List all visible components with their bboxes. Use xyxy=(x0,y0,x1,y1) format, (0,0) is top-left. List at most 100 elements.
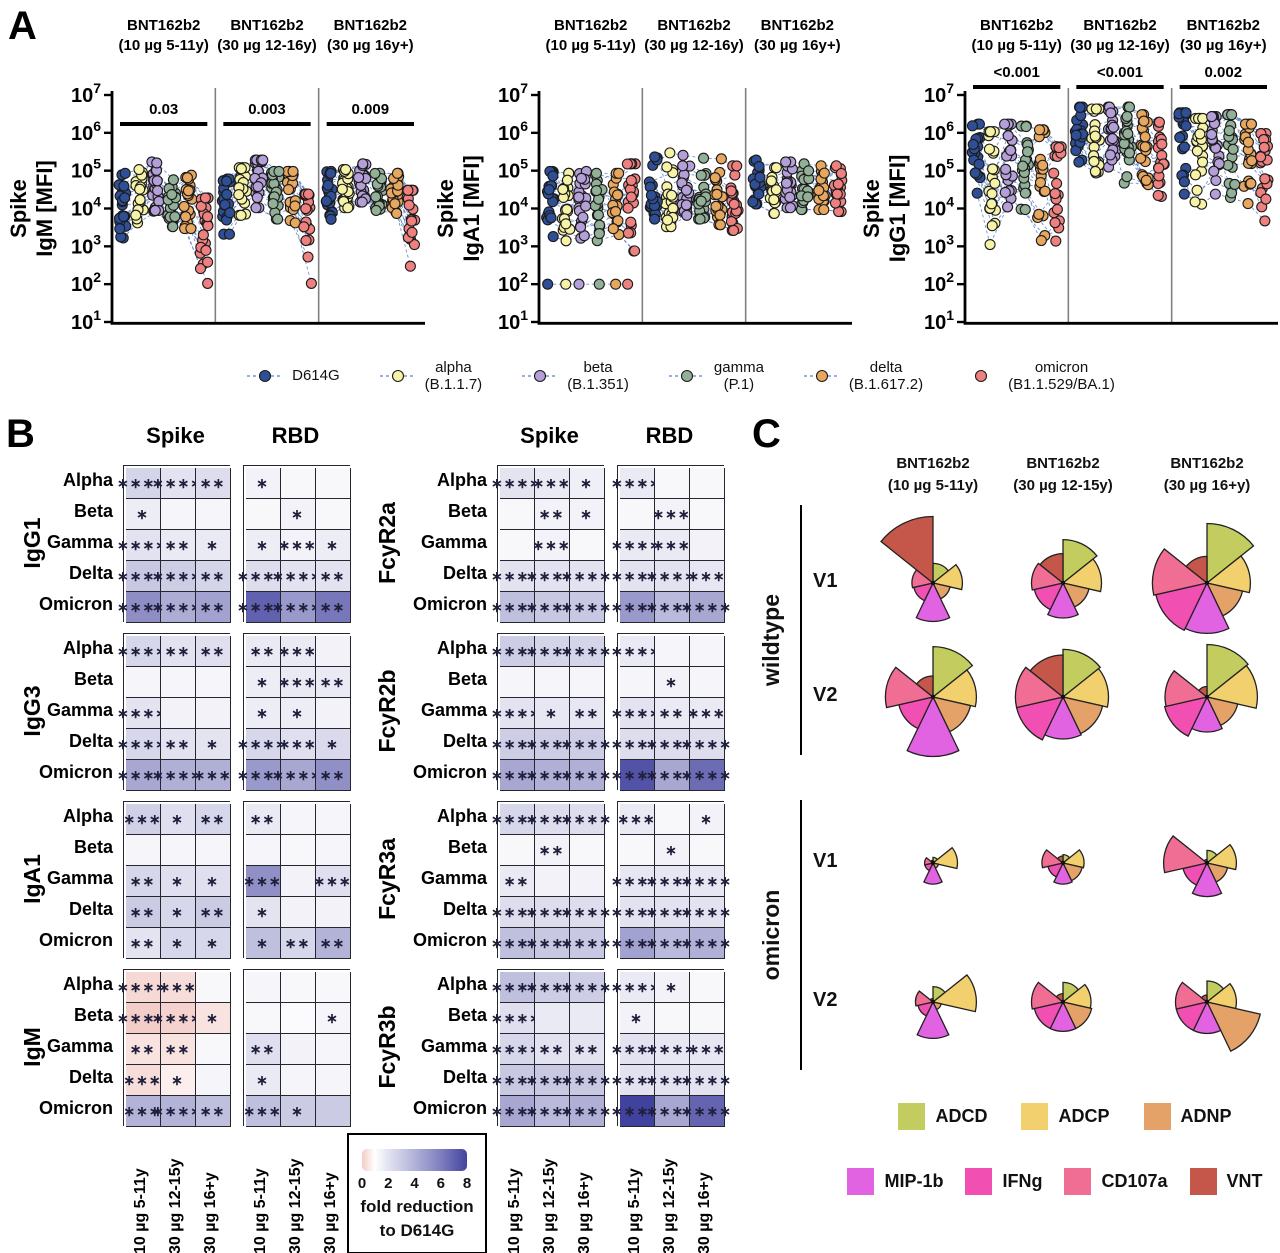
panel-c-label: C xyxy=(752,412,781,456)
heatmap-grid: ∗∗∗∗ ∗∗∗ ∗∗∗∗ ∗∗∗∗ ∗ ∗∗ ∗∗ ∗∗∗ ∗ ∗∗∗ ∗∗∗∗ ∗∗ xyxy=(117,969,231,1127)
data-point xyxy=(621,158,633,170)
heatmap-cell: ∗∗∗∗ xyxy=(681,591,731,623)
flower-wedge-CD107a xyxy=(1162,835,1209,874)
heatmap-cell: ∗∗∗∗ xyxy=(611,759,661,791)
data-point xyxy=(680,209,692,221)
heatmap-cell: ∗∗ xyxy=(654,697,690,729)
heatmap-grid: ∗∗∗∗ ∗∗∗∗ ∗∗∗∗ ∗∗ ∗∗ ∗∗∗∗ ∗∗∗∗ ∗∗∗∗ ∗∗∗∗ ∗∗∗∗ ∗∗∗∗ xyxy=(491,801,611,959)
heatmap-cell: ∗ xyxy=(280,498,316,530)
colorbar-tick: 6 xyxy=(436,1175,445,1192)
legend-item-delta: delta (B.1.617.2) xyxy=(802,359,923,394)
heatmap-cell: ∗∗∗∗ xyxy=(646,591,696,623)
significance-stars: ∗∗∗ xyxy=(278,642,317,659)
data-point xyxy=(166,188,178,201)
heatmap-cell: ∗∗∗∗ xyxy=(491,728,541,760)
heatmap-cell xyxy=(534,865,570,897)
data-point xyxy=(680,184,692,196)
heatmap-cell: ∗ xyxy=(245,467,281,499)
data-point xyxy=(725,185,737,197)
heatmap-cell: ∗∗∗∗ xyxy=(117,759,167,791)
data-point xyxy=(1196,156,1209,168)
data-point xyxy=(780,177,792,189)
p-value: 0.002 xyxy=(1205,64,1243,81)
heatmap-cell: ∗∗∗∗ xyxy=(117,971,167,1003)
visit-row-label: V1 xyxy=(813,850,838,872)
significance-stars: ∗∗∗∗ xyxy=(117,567,168,584)
legend-label: omicron (B1.1.529/BA.1) xyxy=(1008,358,1115,393)
y-tick: 102 xyxy=(497,269,527,296)
significance-stars: ∗∗∗∗ xyxy=(646,1071,697,1088)
heatmap-cell xyxy=(499,834,535,866)
heatmap-cell xyxy=(195,971,231,1003)
feature-legend-item: MIP-1b xyxy=(847,1168,943,1195)
column-header: Spike xyxy=(146,423,205,448)
data-point xyxy=(1153,162,1165,174)
heatmap-cell xyxy=(160,834,196,866)
data-point xyxy=(1033,124,1046,136)
heatmap-cell xyxy=(315,896,351,928)
heatmap-cell xyxy=(280,1064,316,1096)
data-point xyxy=(169,211,181,223)
heatmap-cell: ∗∗∗∗ xyxy=(237,591,287,623)
significance-stars: ∗∗∗∗ xyxy=(491,1071,542,1088)
heatmap-cell: ∗∗∗ xyxy=(313,865,351,897)
heatmap-cell: ∗∗∗∗ xyxy=(681,728,731,760)
flower-wedge-CD107a xyxy=(1151,548,1209,596)
data-point xyxy=(625,174,637,187)
data-point xyxy=(1033,208,1045,220)
significance-stars: ∗∗∗∗ xyxy=(526,642,577,659)
heatmap-cell: ∗∗∗∗ xyxy=(491,697,541,729)
flower-plot xyxy=(1163,643,1259,737)
significance-stars: ∗ xyxy=(256,934,269,951)
heatmap-cell: ∗ xyxy=(195,1002,231,1034)
significance-stars: ∗ xyxy=(291,704,304,721)
data-point xyxy=(370,204,382,217)
heatmap-cell: ∗∗ xyxy=(534,1033,570,1065)
dose-group-label: 30 µg 16+y xyxy=(695,1172,713,1253)
legend-label: gamma (P.1) xyxy=(713,358,764,393)
significance-stars: ∗∗∗∗ xyxy=(681,872,732,889)
significance-stars: ∗∗∗∗ xyxy=(117,704,168,721)
heatmap-cell: ∗∗∗∗ xyxy=(152,759,202,791)
heatmap-cell: ∗∗∗∗ xyxy=(117,467,167,499)
heatmap-cell: ∗∗ xyxy=(125,1033,161,1065)
significance-stars: ∗∗ xyxy=(249,810,276,827)
data-point xyxy=(201,211,214,223)
group-divider xyxy=(800,800,802,1070)
significance-stars: ∗∗∗∗ xyxy=(611,978,662,995)
y-tick: 106 xyxy=(497,118,527,145)
heatmap-cell: ∗∗∗∗ xyxy=(526,927,576,959)
dose-group-label: 30 µg 12-15y xyxy=(540,1158,558,1253)
data-point xyxy=(167,221,179,233)
data-point xyxy=(590,167,602,179)
significance-stars: ∗∗∗ xyxy=(617,810,656,827)
significance-stars: ∗ xyxy=(665,841,678,858)
feature-legend-label: VNT xyxy=(1226,1171,1263,1191)
heatmap-cell: ∗∗∗ xyxy=(532,467,570,499)
data-point xyxy=(986,188,998,200)
heatmap-cell: ∗∗∗∗ xyxy=(526,896,576,928)
significance-stars: ∗ xyxy=(580,505,593,522)
significance-stars: ∗∗∗∗ xyxy=(646,766,697,783)
significance-stars: ∗∗∗∗ xyxy=(646,735,697,752)
svg-text:IgM [MFI]: IgM [MFI] xyxy=(32,160,57,257)
data-point xyxy=(784,202,796,214)
variant-row-label: Gamma xyxy=(420,700,487,720)
heatmap-cell: ∗∗ xyxy=(315,560,351,592)
data-point xyxy=(202,277,214,289)
legend-label: alpha (B.1.1.7) xyxy=(424,358,483,393)
feature-legend-item: CD107a xyxy=(1064,1168,1168,1195)
data-point xyxy=(235,209,247,221)
heatmap-cell: ∗ xyxy=(245,529,281,561)
heatmap-cell: ∗∗ xyxy=(245,635,281,667)
data-point xyxy=(356,196,368,208)
data-point xyxy=(1005,144,1017,156)
variant-row-label: Omicron xyxy=(38,762,113,782)
variant-row-label: Delta xyxy=(68,1067,113,1087)
data-point xyxy=(1049,187,1061,200)
data-point xyxy=(611,215,624,227)
heatmap-cell: ∗∗∗∗ xyxy=(491,591,541,623)
flower-plot xyxy=(1151,522,1255,635)
heatmap-cell: ∗∗∗∗ xyxy=(561,927,611,959)
significance-stars: ∗ xyxy=(665,978,678,995)
